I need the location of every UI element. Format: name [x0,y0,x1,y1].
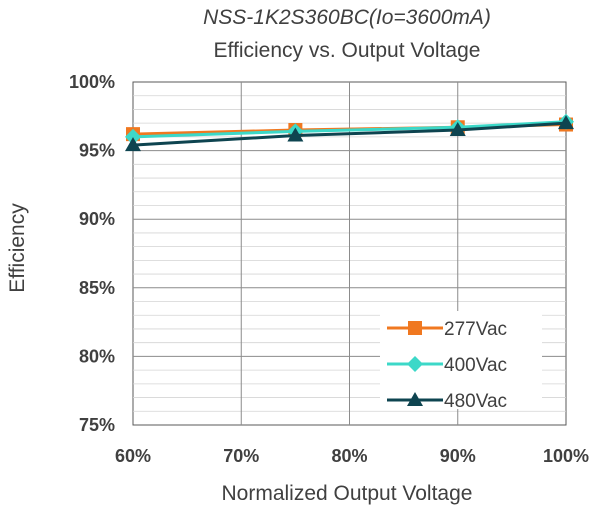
y-tick-label: 95% [79,141,115,161]
legend-label: 400Vac [444,355,507,376]
x-tick-label: 60% [115,446,151,466]
legend-item-480vac: 480Vac [387,391,507,412]
legend: 277Vac 400Vac 480Vac [380,311,542,412]
data-point-480vac [287,127,304,142]
chart-title: NSS-1K2S360BC(Io=3600mA) [203,6,491,29]
y-tick-label: 90% [79,209,115,229]
legend-label: 480Vac [444,391,507,412]
x-tick-label: 100% [543,446,589,466]
series-480vac [125,115,574,152]
legend-item-277vac: 277Vac [387,319,507,340]
data-point-400vac [125,128,141,145]
legend-marker [407,356,423,372]
series-layer [125,113,574,152]
y-tick-label: 75% [79,415,115,435]
data-point-480vac [558,115,574,130]
y-tick-label: 100% [69,72,115,92]
series-line-480vac [132,121,567,147]
chart-subtitle: Efficiency vs. Output Voltage [214,39,481,62]
series-line-400vac [132,120,567,139]
x-tick-label: 90% [440,446,476,466]
legend-marker [408,321,422,335]
data-point-480vac [125,137,141,152]
legend-item-400vac: 400Vac [387,355,507,376]
x-axis-label: Normalized Output Voltage [222,482,473,505]
y-axis-label: Efficiency [6,203,29,293]
legend-marker [407,392,423,406]
x-tick-label: 70% [223,446,259,466]
y-tick-label: 85% [79,278,115,298]
major-gridlines [133,82,566,425]
data-point-480vac [449,122,466,137]
legend-label: 277Vac [444,319,507,340]
y-tick-labels: 75% 80% 85% 90% 95% 100% [69,72,115,435]
x-tick-labels: 60% 70% 80% 90% 100% [115,446,589,466]
y-tick-label: 80% [79,346,115,366]
x-tick-label: 80% [331,446,367,466]
